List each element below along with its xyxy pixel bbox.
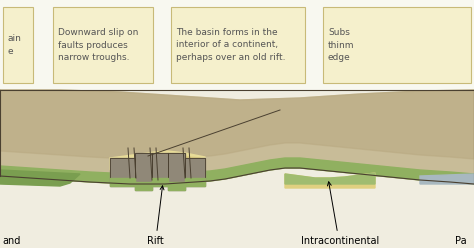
Text: Pa
ba: Pa ba [455,236,467,248]
Polygon shape [135,182,152,190]
Bar [53,7,154,83]
Polygon shape [185,158,205,186]
Polygon shape [285,173,375,188]
Polygon shape [110,154,205,170]
Polygon shape [0,90,474,159]
Polygon shape [168,182,185,190]
Polygon shape [152,178,168,186]
Bar [3,7,33,83]
Polygon shape [0,0,474,90]
Text: ain
e: ain e [8,34,22,56]
Polygon shape [110,151,205,170]
Polygon shape [110,158,135,186]
Polygon shape [420,174,474,184]
Polygon shape [0,170,80,186]
Polygon shape [0,90,474,184]
Text: Downward slip on
faults produces
narrow troughs.: Downward slip on faults produces narrow … [58,28,138,62]
Text: The basin forms in the
interior of a continent,
perhaps over an old rift.: The basin forms in the interior of a con… [176,28,286,62]
Polygon shape [110,178,135,186]
Text: Rift
basin: Rift basin [142,186,168,248]
Text: Intracontinental
basin: Intracontinental basin [301,182,379,248]
Polygon shape [0,158,474,184]
Polygon shape [168,153,185,190]
Bar [171,7,305,83]
Polygon shape [285,173,375,184]
Bar [323,7,471,83]
Text: Subs
thinm
edge: Subs thinm edge [328,28,355,62]
Text: and: and [2,236,20,246]
Polygon shape [185,178,205,186]
Polygon shape [135,153,152,190]
Polygon shape [152,153,168,186]
